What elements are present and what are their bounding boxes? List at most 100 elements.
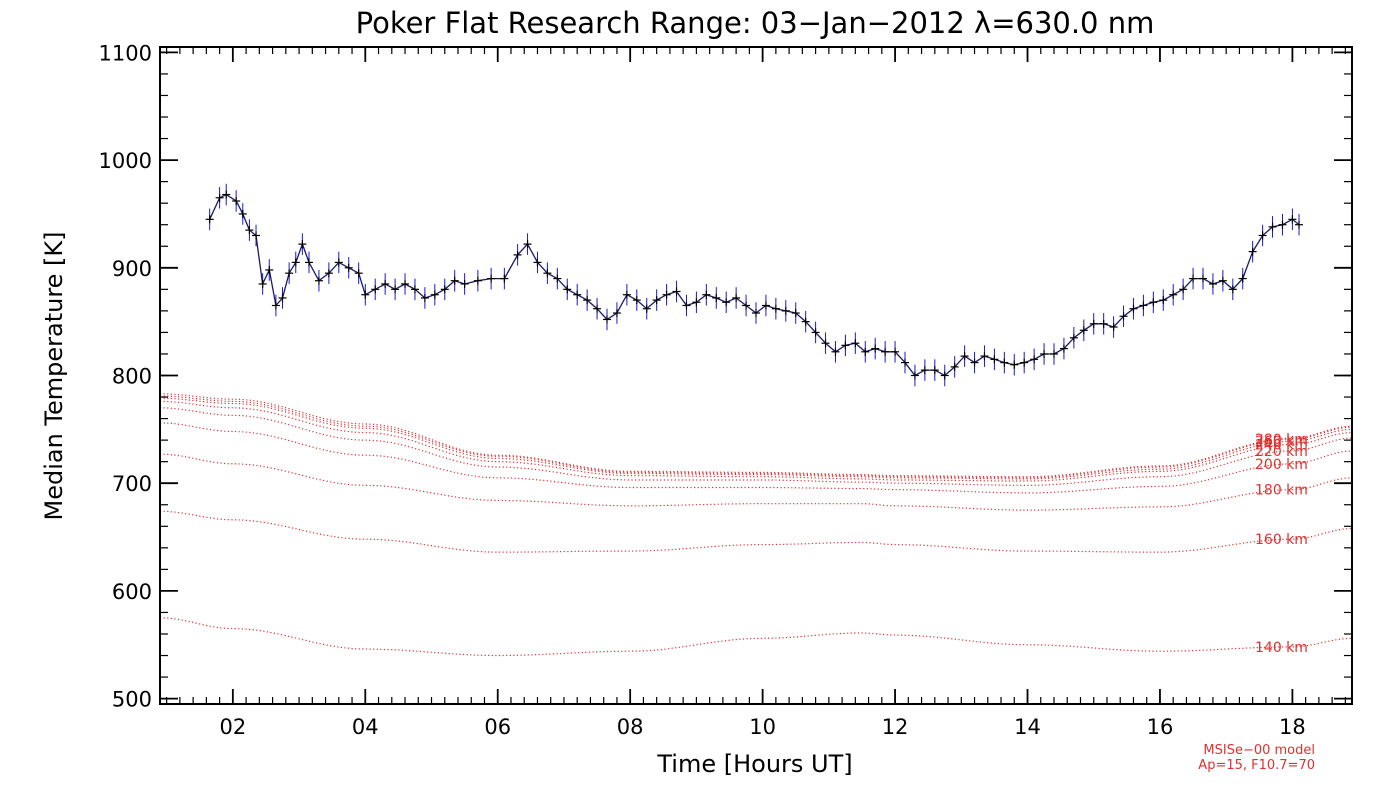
y-tick-label: 1000 — [99, 149, 152, 173]
data-point — [245, 226, 254, 235]
data-point — [672, 287, 681, 296]
data-point — [851, 339, 860, 348]
data-point — [1169, 290, 1178, 299]
data-point — [871, 344, 880, 353]
data-point — [980, 352, 989, 361]
data-point — [1050, 349, 1058, 358]
axes: 02 04 06 08 10 12 14 16 18 500 600 700 800 900 1000 110… — [99, 41, 1353, 739]
measured-temperatures — [205, 183, 1304, 387]
data-point — [1218, 276, 1227, 285]
model-label-240-km: 240 km — [1255, 437, 1308, 453]
data-point — [901, 358, 909, 367]
data-point — [285, 269, 294, 278]
x-tick-label: 14 — [1014, 715, 1041, 739]
model-curve-0 — [159, 617, 1353, 657]
data-point — [523, 240, 532, 249]
plot-frame — [159, 46, 1353, 705]
y-axis-label: Median Temperature [K] — [40, 231, 68, 520]
data-point — [771, 304, 780, 313]
data-point — [354, 269, 363, 278]
y-tick-label: 700 — [112, 472, 152, 496]
data-point — [632, 296, 641, 305]
data-point — [930, 366, 939, 375]
data-point — [1288, 215, 1297, 224]
data-point — [305, 258, 313, 267]
data-point — [430, 290, 439, 299]
data-point — [401, 279, 410, 288]
data-point — [642, 304, 651, 313]
data-point — [1079, 326, 1088, 335]
data-point — [583, 296, 592, 305]
x-tick-label: 04 — [352, 715, 379, 739]
data-point — [450, 276, 459, 285]
data-point — [761, 301, 770, 310]
data-point — [960, 352, 969, 361]
data-point — [742, 301, 751, 310]
data-point — [205, 215, 214, 224]
model-curve-7 — [159, 395, 1353, 479]
data-point — [1189, 274, 1198, 283]
data-point — [252, 231, 261, 240]
data-point — [1089, 319, 1098, 328]
model-curve-5 — [159, 400, 1353, 482]
chart-title: Poker Flat Research Range: 03−Jan−2012 λ… — [356, 6, 1155, 40]
data-point — [324, 269, 333, 278]
data-point — [801, 317, 810, 326]
data-point — [990, 355, 999, 364]
data-point — [662, 290, 671, 299]
model-curve-3 — [159, 422, 1353, 494]
data-point — [861, 347, 870, 356]
data-point — [1248, 247, 1257, 256]
data-point — [460, 279, 469, 288]
model-label-180-km: 180 km — [1255, 483, 1308, 499]
data-point — [1258, 231, 1267, 240]
data-point — [1099, 319, 1108, 328]
y-tick-label: 900 — [112, 257, 152, 281]
data-point — [1040, 349, 1049, 358]
data-point — [1030, 355, 1039, 364]
data-point — [811, 328, 820, 337]
data-point — [473, 276, 482, 285]
data-point — [440, 285, 449, 294]
model-label-140-km: 140 km — [1255, 640, 1308, 656]
data-point — [791, 309, 800, 318]
y-tick-label: 800 — [112, 365, 152, 389]
model-curves — [159, 393, 1353, 657]
data-point — [1010, 360, 1019, 369]
data-point — [1000, 358, 1009, 367]
y-tick-label: 600 — [112, 580, 152, 604]
data-point — [1069, 333, 1078, 342]
data-point — [881, 347, 890, 356]
data-point — [1179, 285, 1188, 294]
data-point — [781, 306, 790, 315]
data-point — [1109, 323, 1118, 332]
y-tick-label: 1100 — [99, 41, 152, 65]
x-tick-label: 18 — [1279, 715, 1306, 739]
data-point — [891, 347, 900, 356]
data-point — [722, 298, 731, 307]
data-point — [950, 362, 959, 371]
data-point — [573, 290, 582, 299]
x-tick-label: 16 — [1147, 715, 1174, 739]
data-point — [821, 339, 830, 348]
x-tick-label: 02 — [219, 715, 246, 739]
data-point — [841, 341, 850, 350]
data-point — [410, 285, 419, 294]
data-point — [215, 193, 224, 202]
data-point — [222, 190, 231, 199]
x-tick-label: 12 — [882, 715, 909, 739]
data-point — [970, 358, 979, 367]
data-point — [334, 258, 343, 267]
y-tick-label: 500 — [112, 688, 152, 712]
data-point — [513, 250, 522, 259]
model-label-160-km: 160 km — [1255, 532, 1308, 548]
data-point — [692, 298, 701, 307]
data-point — [563, 285, 572, 294]
data-point — [500, 274, 509, 283]
data-point — [831, 347, 840, 356]
model-label-260-km: 260 km — [1255, 434, 1308, 450]
data-point — [298, 240, 307, 249]
data-point — [361, 290, 370, 299]
